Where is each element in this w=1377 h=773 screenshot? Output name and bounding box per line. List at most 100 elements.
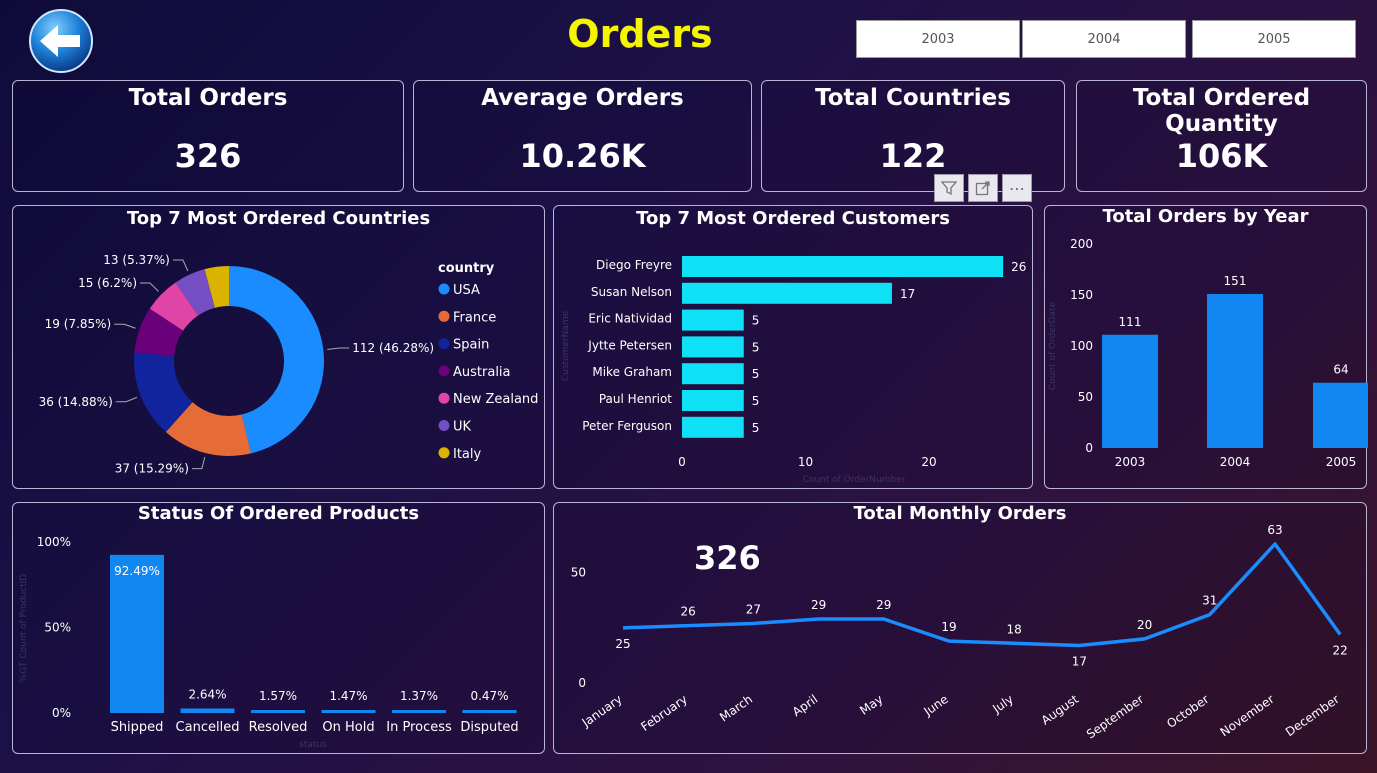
year-bar-chart: 0 50 100 150 200 Count of OrderDate 111 2003 151… <box>1048 237 1368 469</box>
kpi-value: 106K <box>1175 137 1268 175</box>
focus-mode-button[interactable] <box>968 174 998 202</box>
legend-title: country <box>438 261 495 276</box>
y-tick-label: 100 <box>1070 339 1093 353</box>
slice-label: 36 (14.88%) <box>39 395 113 409</box>
year-filter-2005[interactable]: 2005 <box>1192 20 1356 58</box>
kpi-value: 10.26K <box>519 137 646 175</box>
kpi-title: Total Countries <box>815 85 1011 111</box>
data-label: 17 <box>1072 655 1087 669</box>
x-tick-label: April <box>790 692 821 719</box>
chart-title: Top 7 Most Ordered Countries <box>126 208 431 229</box>
slice-leader-line <box>114 323 136 329</box>
y-axis-label: %GT Count of ProductID <box>19 574 29 683</box>
x-tick-label: June <box>920 692 950 719</box>
x-tick-label: November <box>1218 692 1277 739</box>
y-tick-label: 0 <box>1085 441 1093 455</box>
bar <box>392 710 446 713</box>
data-label: 0.47% <box>470 689 508 703</box>
page-title: Orders <box>567 12 713 56</box>
series-line <box>622 542 1342 648</box>
x-tick-label: Shipped <box>111 720 164 735</box>
kpi-average-orders: Average Orders 10.26K <box>413 80 752 192</box>
slice-leader-line <box>140 282 159 292</box>
donut-slice <box>134 352 193 432</box>
bar <box>180 708 235 713</box>
kpi-value: 326 <box>174 137 242 175</box>
legend-item: Spain <box>453 338 489 353</box>
donut-slice <box>175 269 215 316</box>
bar <box>462 710 517 713</box>
x-tick-label: On Hold <box>322 720 374 735</box>
data-label: 64 <box>1333 363 1348 377</box>
x-tick-label: 2005 <box>1326 455 1357 469</box>
category-label: Diego Freyre <box>596 258 672 272</box>
data-label: 20 <box>1137 618 1152 632</box>
back-arrow-icon <box>29 9 93 73</box>
data-label: 1.37% <box>400 689 438 703</box>
data-label: 31 <box>1202 594 1217 608</box>
legend-marker <box>438 338 450 350</box>
x-tick-label: 2003 <box>1115 455 1146 469</box>
legend-marker <box>438 365 450 377</box>
chart-title: Status Of Ordered Products <box>137 503 420 524</box>
legend-item: Australia <box>453 365 511 380</box>
y-tick-label: 0% <box>52 706 71 720</box>
donut-slice <box>149 282 199 331</box>
data-label: 18 <box>1007 622 1022 636</box>
x-tick-label: September <box>1084 692 1146 742</box>
data-label: 17 <box>900 287 915 301</box>
slice-label: 19 (7.85%) <box>45 317 112 331</box>
bar <box>682 416 744 438</box>
chart-title: Total Monthly Orders <box>853 503 1067 524</box>
legend-marker <box>438 310 450 322</box>
bar <box>1207 293 1263 448</box>
x-tick-label: May <box>857 692 885 718</box>
data-label: 151 <box>1224 274 1247 288</box>
legend-marker <box>438 283 450 295</box>
data-label: 26 <box>681 605 696 619</box>
y-axis-label: CustomerName <box>561 310 571 381</box>
more-options-button[interactable]: ⋯ <box>1002 174 1032 202</box>
bar <box>1102 334 1158 448</box>
data-label: 22 <box>1333 643 1348 657</box>
data-label: 1.47% <box>329 689 367 703</box>
y-tick-label: 50 <box>571 566 586 580</box>
back-button[interactable] <box>28 8 94 74</box>
x-tick-label: 20 <box>921 455 936 469</box>
data-label: 2.64% <box>188 687 226 701</box>
slice-leader-line <box>191 456 206 470</box>
donut-slice <box>229 266 325 454</box>
bar <box>110 554 164 713</box>
donut-chart: 112 (46.28%) 37 (15.29%) 36 (14.88%) 19 (7.… <box>39 253 539 476</box>
filter-button[interactable] <box>934 174 964 202</box>
x-tick-label: July <box>989 692 1016 716</box>
bar <box>682 336 744 358</box>
bar <box>1313 382 1368 448</box>
slice-label: 15 (6.2%) <box>78 276 137 290</box>
y-axis-label: Count of OrderDate <box>1048 301 1058 390</box>
year-filter-2004[interactable]: 2004 <box>1022 20 1186 58</box>
category-label: Jytte Petersen <box>587 338 672 352</box>
category-label: Peter Ferguson <box>582 419 672 433</box>
x-tick-label: 10 <box>798 455 813 469</box>
data-label: 26 <box>1011 260 1026 274</box>
x-tick-label: In Process <box>386 720 452 735</box>
focus-mode-icon <box>975 181 990 196</box>
customers-bar-card: Top 7 Most Ordered Customers CustomerNam… <box>553 205 1033 489</box>
slice-label: 37 (15.29%) <box>115 462 189 476</box>
year-filter-2003[interactable]: 2003 <box>856 20 1020 58</box>
category-label: Eric Natividad <box>588 312 672 326</box>
kpi-total-orders: Total Orders 326 <box>12 80 404 192</box>
y-tick-label: 200 <box>1070 237 1093 251</box>
slice-leader-line <box>115 396 138 403</box>
legend-marker <box>438 447 450 459</box>
y-tick-label: 50% <box>44 621 71 635</box>
legend-item: UK <box>453 420 472 435</box>
bar <box>682 282 892 304</box>
kpi-total-ordered-quantity: Total Ordered Quantity 106K <box>1076 80 1367 192</box>
kpi-title: Average Orders <box>481 85 684 111</box>
legend-item: Italy <box>453 447 482 462</box>
y-tick-label: 50 <box>1078 390 1093 404</box>
monthly-line-chart: 0 50 25 26 27 29 29 19 18 17 20 31 63 22 January Februa… <box>571 523 1348 742</box>
kpi-total-countries: Total Countries 122 <box>761 80 1065 192</box>
